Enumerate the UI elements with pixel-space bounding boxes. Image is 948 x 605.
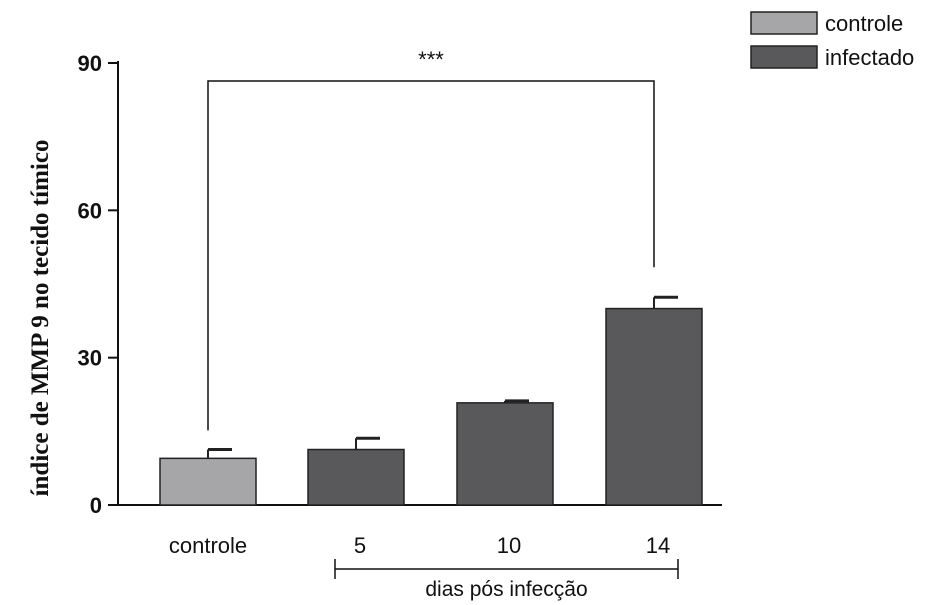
- y-axis-label-group: índice de MMP 9 no tecido tímico: [27, 140, 54, 497]
- bars: [159, 307, 703, 506]
- x-tick-label: 5: [354, 533, 366, 558]
- legend-label: infectado: [825, 45, 914, 70]
- error-bars: [207, 295, 678, 459]
- x-tick-label: controle: [169, 533, 247, 558]
- bar: [307, 448, 405, 506]
- legend-swatch: [750, 11, 818, 35]
- bar: [159, 457, 257, 506]
- y-tick-label: 30: [78, 346, 102, 371]
- x-tick-label: 14: [646, 533, 670, 558]
- y-tick-label: 0: [90, 493, 102, 518]
- x-tick-label: 10: [497, 533, 521, 558]
- bar: [605, 307, 703, 506]
- legend: controle infectado: [750, 11, 914, 70]
- significance-label: ***: [418, 47, 444, 72]
- group-axis-label: dias pós infecção: [425, 578, 587, 601]
- y-tick-label: 90: [78, 51, 102, 76]
- legend-swatch: [750, 45, 818, 69]
- significance-bracket: ***: [207, 47, 655, 431]
- x-tick-labels: controle 5 10 14: [169, 533, 670, 558]
- y-tick-label: 60: [78, 198, 102, 223]
- y-tick-labels: 0 30 60 90: [78, 51, 102, 518]
- legend-label: controle: [825, 11, 903, 36]
- significance-line: [207, 80, 655, 431]
- bar: [456, 402, 554, 506]
- group-bracket: dias pós infecção: [334, 559, 679, 601]
- y-axis-label: índice de MMP 9 no tecido tímico: [27, 140, 54, 497]
